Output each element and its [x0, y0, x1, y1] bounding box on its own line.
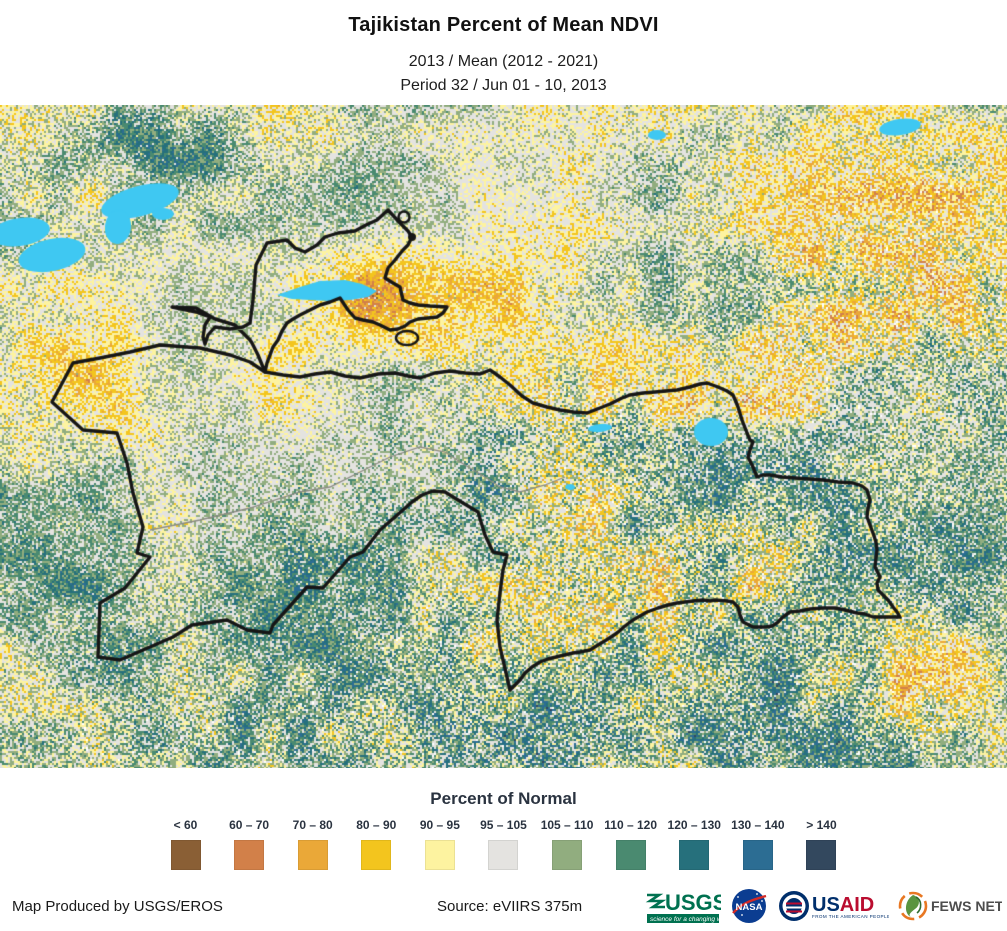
legend-class-9: 130 – 140	[728, 818, 788, 870]
legend-class-label: 80 – 90	[356, 818, 397, 832]
legend-class-swatch	[615, 840, 646, 870]
svg-text:NASA: NASA	[736, 902, 763, 913]
svg-text:FROM THE AMERICAN PEOPLE: FROM THE AMERICAN PEOPLE	[812, 914, 889, 919]
legend-class-4: 90 – 95	[410, 818, 470, 870]
legend-class-7: 110 – 120	[601, 818, 661, 870]
legend-class-label: 70 – 80	[292, 818, 333, 832]
legend-class-3: 80 – 90	[346, 818, 406, 870]
legend-class-label: > 140	[806, 818, 837, 832]
legend-class-swatch	[552, 840, 583, 870]
ndvi-raster-canvas	[0, 105, 1007, 770]
usaid-emblem-and-wordmark: USAID FROM THE AMERICAN PEOPLE	[779, 891, 889, 921]
nasa-logo: NASA	[730, 887, 768, 925]
fewsnet-wordmark: FEWS NET	[931, 898, 1002, 914]
legend-class-6: 105 – 110	[537, 818, 597, 870]
legend-class-label: 130 – 140	[731, 818, 785, 832]
legend-class-swatch	[679, 840, 710, 870]
legend-class-2: 70 – 80	[283, 818, 343, 870]
svg-text:USGS: USGS	[665, 890, 721, 915]
page-title: Tajikistan Percent of Mean NDVI	[348, 14, 659, 36]
legend-class-swatch	[170, 840, 201, 870]
legend-class-swatch	[361, 840, 392, 870]
legend-class-label: 95 – 105	[480, 818, 527, 832]
legend-class-5: 95 – 105	[473, 818, 533, 870]
legend-class-swatch	[234, 840, 265, 870]
usaid-logo: USAID FROM THE AMERICAN PEOPLE	[777, 887, 889, 925]
legend-class-label: 60 – 70	[229, 818, 270, 832]
source-text: Source: eVIIRS 375m	[437, 898, 583, 915]
legend-class-8: 120 – 130	[664, 818, 724, 870]
subtitle-period-dates: Period 32 / Jun 01 - 10, 2013	[400, 77, 607, 94]
produced-by-text: Map Produced by USGS/EROS	[12, 898, 223, 915]
fewsnet-logo: FEWS NET	[898, 887, 1002, 925]
legend-classes-row: < 60 60 – 70 70 – 80 80 – 90 90 – 95 95 – 105…	[156, 818, 852, 870]
ndvi-map	[0, 105, 1007, 770]
legend-class-label: 120 – 130	[667, 818, 721, 832]
svg-text:science for a changing world: science for a changing world	[650, 916, 721, 923]
legend-class-swatch	[424, 840, 455, 870]
legend-class-label: 110 – 120	[604, 818, 658, 832]
legend-class-swatch	[806, 840, 837, 870]
legend-class-label: 90 – 95	[419, 818, 460, 832]
legend-class-0: < 60	[156, 818, 216, 870]
legend-class-swatch	[488, 840, 519, 870]
nasa-meatball-icon: NASA	[732, 889, 767, 923]
legend-title: Percent of Normal	[430, 789, 577, 808]
logo-strip: USGS science for a changing world NASA	[645, 887, 1002, 925]
usgs-logo: USGS science for a changing world	[645, 887, 721, 925]
legend-class-10: > 140	[791, 818, 851, 870]
legend-class-swatch	[742, 840, 773, 870]
svg-text:USAID: USAID	[812, 894, 874, 916]
subtitle-period-ratio: 2013 / Mean (2012 - 2021)	[408, 53, 599, 70]
header: Tajikistan Percent of Mean NDVI 2013 / M…	[0, 0, 1007, 98]
legend: Percent of Normal < 60 60 – 70 70 – 80 80 –…	[0, 768, 1007, 880]
fewsnet-globe-icon: FEWS NET	[898, 891, 1002, 921]
footer: Map Produced by USGS/EROS Source: eVIIRS…	[0, 880, 1007, 931]
legend-class-1: 60 – 70	[219, 818, 279, 870]
usgs-wave-icon: USGS science for a changing world	[645, 890, 721, 923]
legend-class-label: 105 – 110	[540, 818, 594, 832]
legend-class-label: < 60	[173, 818, 198, 832]
legend-class-swatch	[297, 840, 328, 870]
